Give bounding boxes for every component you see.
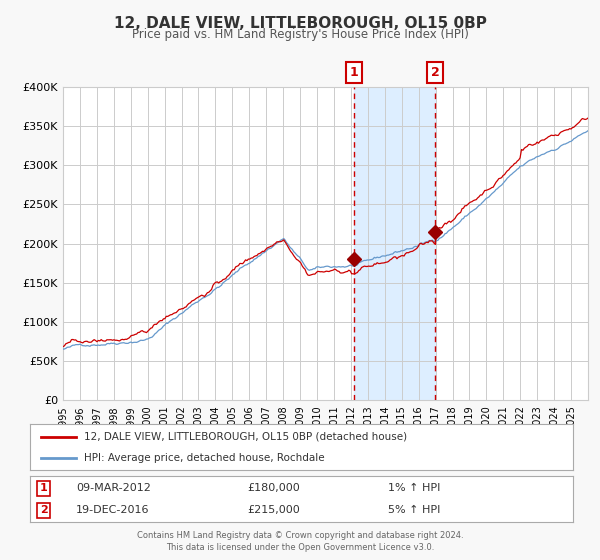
Text: 1: 1 <box>40 483 47 493</box>
Text: £180,000: £180,000 <box>247 483 300 493</box>
Text: 09-MAR-2012: 09-MAR-2012 <box>76 483 151 493</box>
Text: This data is licensed under the Open Government Licence v3.0.: This data is licensed under the Open Gov… <box>166 543 434 552</box>
Text: 1% ↑ HPI: 1% ↑ HPI <box>388 483 441 493</box>
Text: 2: 2 <box>40 506 47 515</box>
Text: 5% ↑ HPI: 5% ↑ HPI <box>388 506 441 515</box>
Text: HPI: Average price, detached house, Rochdale: HPI: Average price, detached house, Roch… <box>85 453 325 463</box>
Text: Price paid vs. HM Land Registry's House Price Index (HPI): Price paid vs. HM Land Registry's House … <box>131 28 469 41</box>
Text: £215,000: £215,000 <box>247 506 300 515</box>
Text: 12, DALE VIEW, LITTLEBOROUGH, OL15 0BP: 12, DALE VIEW, LITTLEBOROUGH, OL15 0BP <box>113 16 487 31</box>
Text: 1: 1 <box>349 66 358 79</box>
Text: 12, DALE VIEW, LITTLEBOROUGH, OL15 0BP (detached house): 12, DALE VIEW, LITTLEBOROUGH, OL15 0BP (… <box>85 432 407 442</box>
Text: 2: 2 <box>431 66 439 79</box>
Text: Contains HM Land Registry data © Crown copyright and database right 2024.: Contains HM Land Registry data © Crown c… <box>137 531 463 540</box>
Text: 19-DEC-2016: 19-DEC-2016 <box>76 506 149 515</box>
Bar <box>354 87 435 400</box>
